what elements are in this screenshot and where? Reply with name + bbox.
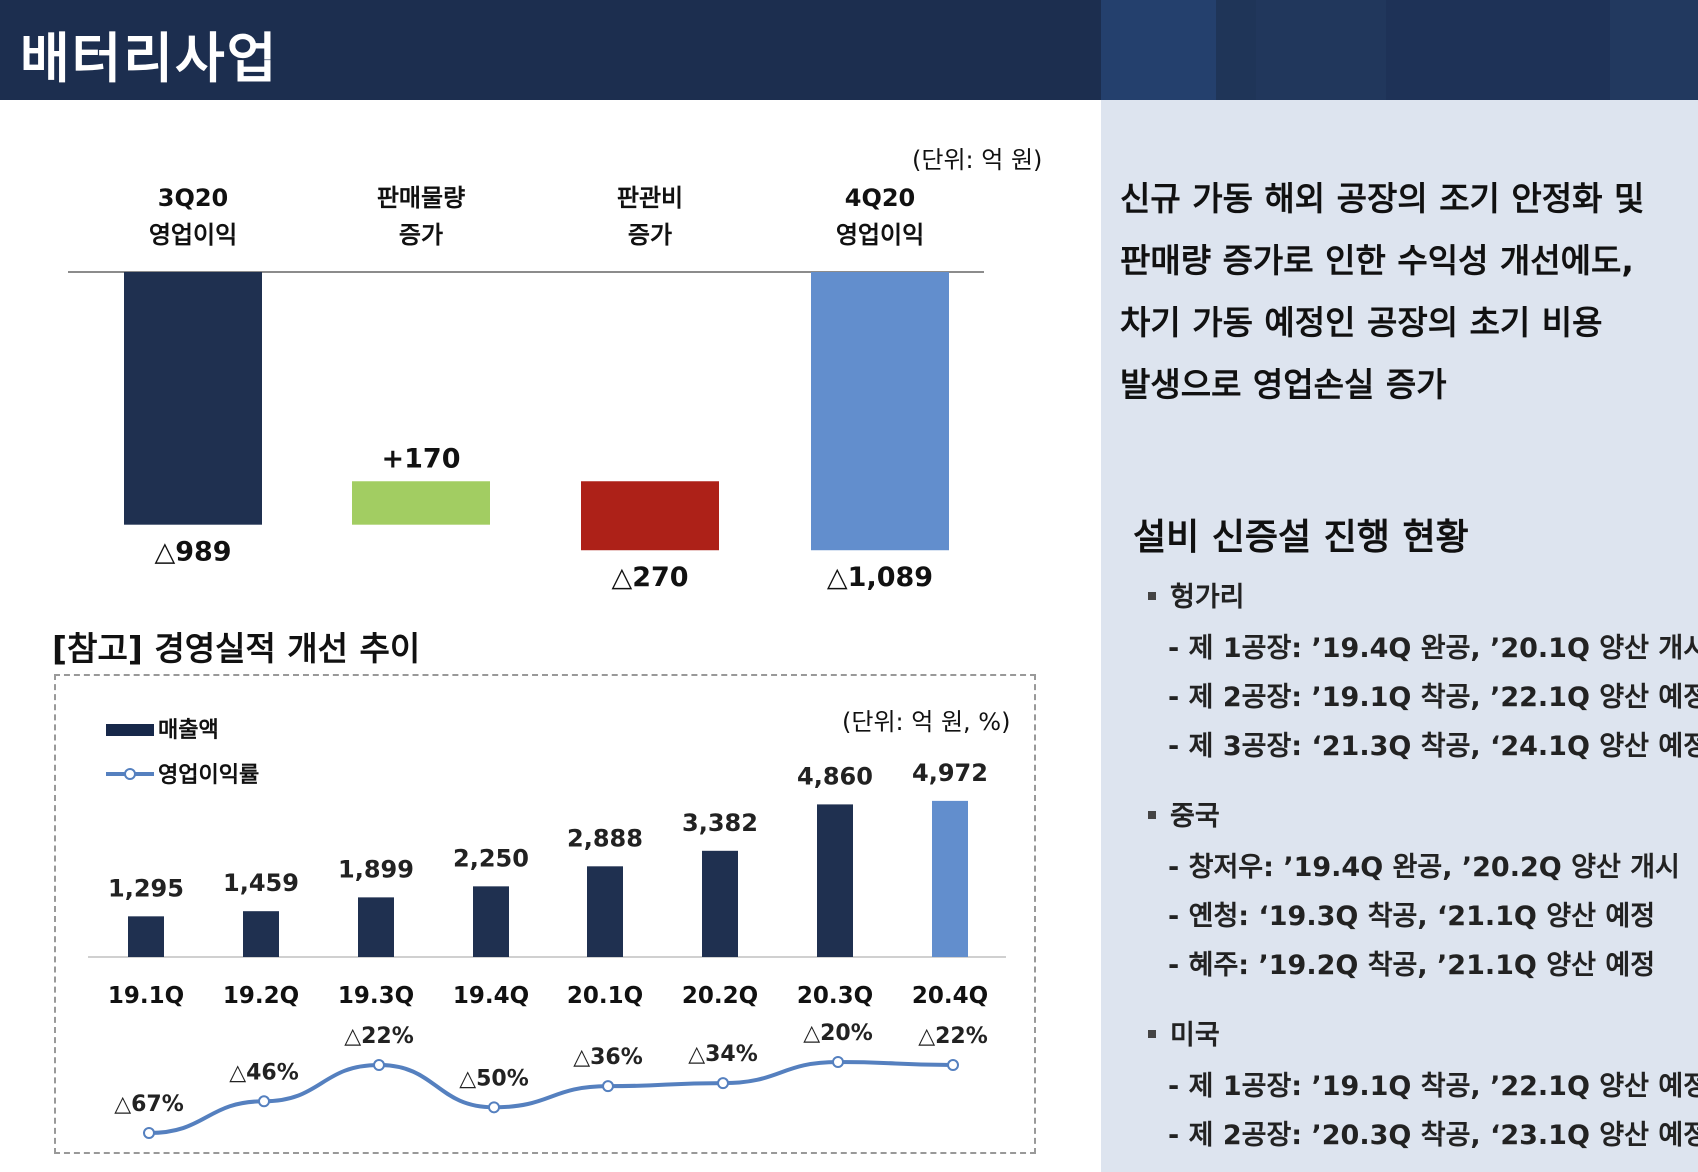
waterfall-category-label: 4Q20 [845,184,916,212]
summary-line: 발생으로 영업손실 증가 [1120,365,1447,404]
operating-margin-label: △20% [803,1021,873,1046]
revenue-bar [932,800,968,957]
x-tick-label: 19.1Q [108,983,184,1009]
waterfall-category-label: 3Q20 [158,184,229,212]
region-name: 헝가리 [1170,582,1245,613]
header-deco-block [1610,0,1698,100]
revenue-value-label: 2,250 [453,844,529,872]
operating-margin-label: △34% [688,1042,758,1067]
bullet-square-icon [1148,1029,1156,1038]
right-panel [1101,100,1698,1172]
operating-margin-label: △36% [573,1045,643,1070]
operating-margin-marker [258,1095,270,1108]
region-heading: 헝가리 [1148,578,1693,618]
revenue-value-label: 2,888 [567,824,643,852]
reference-title: [참고] 경영실적 개선 추이 [52,629,421,668]
x-tick-label: 19.3Q [338,983,414,1009]
facility-item: - 제 2공장: ’20.3Q 착공, ‘23.1Q 양산 예정 [1168,1120,1698,1151]
operating-margin-marker [717,1077,729,1090]
x-tick-label: 20.4Q [912,983,988,1009]
facility-item: - 창저우: ’19.4Q 완공, ’20.2Q 양산 개시 [1168,852,1680,883]
facility-item: - 혜주: ’19.2Q 착공, ’21.1Q 양산 예정 [1168,950,1656,981]
reference-unit: (단위: 억 원, %) [842,708,1011,736]
region-heading: 미국 [1148,1016,1693,1056]
waterfall-category-label: 판매물량 [377,184,465,212]
bullet-square-icon [1148,810,1156,819]
revenue-value-label: 1,459 [223,869,299,897]
facility-list: 헝가리 - 제 1공장: ’19.4Q 완공, ’20.1Q 양산 개시 - 제… [1148,578,1698,1160]
header-deco-block [1216,0,1256,100]
waterfall-value-label: △270 [611,562,688,593]
revenue-bar [587,866,623,957]
operating-margin-line [148,1059,954,1135]
revenue-bar [473,886,509,957]
summary-line: 신규 가동 해외 공장의 조기 안정화 및 [1120,179,1645,218]
operating-margin-marker [832,1056,844,1068]
revenue-value-label: 3,382 [682,809,758,837]
operating-margin-marker [947,1059,959,1072]
operating-margin-marker [373,1059,385,1072]
legend-bar-label: 매출액 [158,718,219,743]
legend-bar-swatch [106,724,154,736]
header-deco-block [1101,0,1216,100]
summary-line: 차기 가동 예정인 공장의 초기 비용 [1120,303,1603,342]
header-bar: 배터리사업 [0,0,1698,100]
waterfall-category-label: 증가 [399,221,443,249]
x-tick-label: 19.2Q [223,983,299,1009]
revenue-value-label: 1,899 [338,855,414,883]
waterfall-category-label: 영업이익 [836,221,924,249]
region-name: 중국 [1170,801,1220,832]
revenue-bar [817,804,853,957]
waterfall-bar [352,481,490,525]
reference-chart-box [54,674,1036,1154]
waterfall-category-label: 판관비 [617,184,683,212]
operating-margin-label: △50% [459,1066,529,1091]
legend-line-label: 영업이익률 [158,763,259,788]
facility-item: - 제 2공장: ’19.1Q 착공, ’22.1Q 양산 예정 [1168,682,1698,713]
operating-margin-marker [488,1101,500,1114]
facility-item: - 제 3공장: ‘21.3Q 착공, ‘24.1Q 양산 예정 [1168,731,1698,762]
legend-line-marker [124,768,136,780]
bullet-square-icon [1148,591,1156,600]
waterfall-value-label: △1,089 [827,562,933,593]
facility-title: 설비 신증설 진행 현황 [1133,517,1469,558]
region-name: 미국 [1170,1020,1220,1051]
x-tick-label: 20.2Q [682,983,758,1009]
waterfall-category-label: 증가 [628,221,672,249]
operating-margin-label: △67% [114,1092,184,1117]
operating-margin-label: △22% [344,1024,414,1049]
waterfall-value-label: +170 [382,443,461,474]
revenue-bar [128,916,164,957]
page-title: 배터리사업 [20,27,279,90]
revenue-value-label: 1,295 [108,874,184,902]
x-tick-label: 20.3Q [797,983,873,1009]
waterfall-bar [811,272,949,551]
x-tick-label: 20.1Q [567,983,643,1009]
revenue-bar [243,911,279,957]
summary-line: 판매량 증가로 인한 수익성 개선에도, [1120,241,1634,280]
waterfall-unit: (단위: 억 원) [912,146,1043,174]
region-heading: 중국 [1148,797,1693,837]
revenue-value-label: 4,972 [912,759,988,787]
revenue-bar [358,897,394,957]
operating-margin-marker [143,1127,155,1139]
revenue-bar [702,850,738,957]
header-deco-block [1386,0,1610,100]
operating-margin-label: △46% [229,1060,299,1085]
x-tick-label: 19.4Q [453,983,529,1009]
facility-item: - 옌청: ‘19.3Q 착공, ‘21.1Q 양산 예정 [1168,901,1656,932]
waterfall-category-label: 영업이익 [149,221,237,249]
waterfall-bar [581,481,719,551]
facility-item: - 제 1공장: ’19.4Q 완공, ’20.1Q 양산 개시 [1168,633,1698,664]
revenue-value-label: 4,860 [797,762,873,790]
waterfall-bar [124,272,262,525]
waterfall-value-label: △989 [154,537,231,568]
operating-margin-label: △22% [918,1024,988,1049]
facility-item: - 제 1공장: ’19.1Q 착공, ’22.1Q 양산 예정 [1168,1071,1698,1102]
operating-margin-marker [602,1080,614,1093]
summary-text: 신규 가동 해외 공장의 조기 안정화 및 판매량 증가로 인한 수익성 개선에… [1120,168,1690,416]
header-deco-block [1256,0,1386,100]
